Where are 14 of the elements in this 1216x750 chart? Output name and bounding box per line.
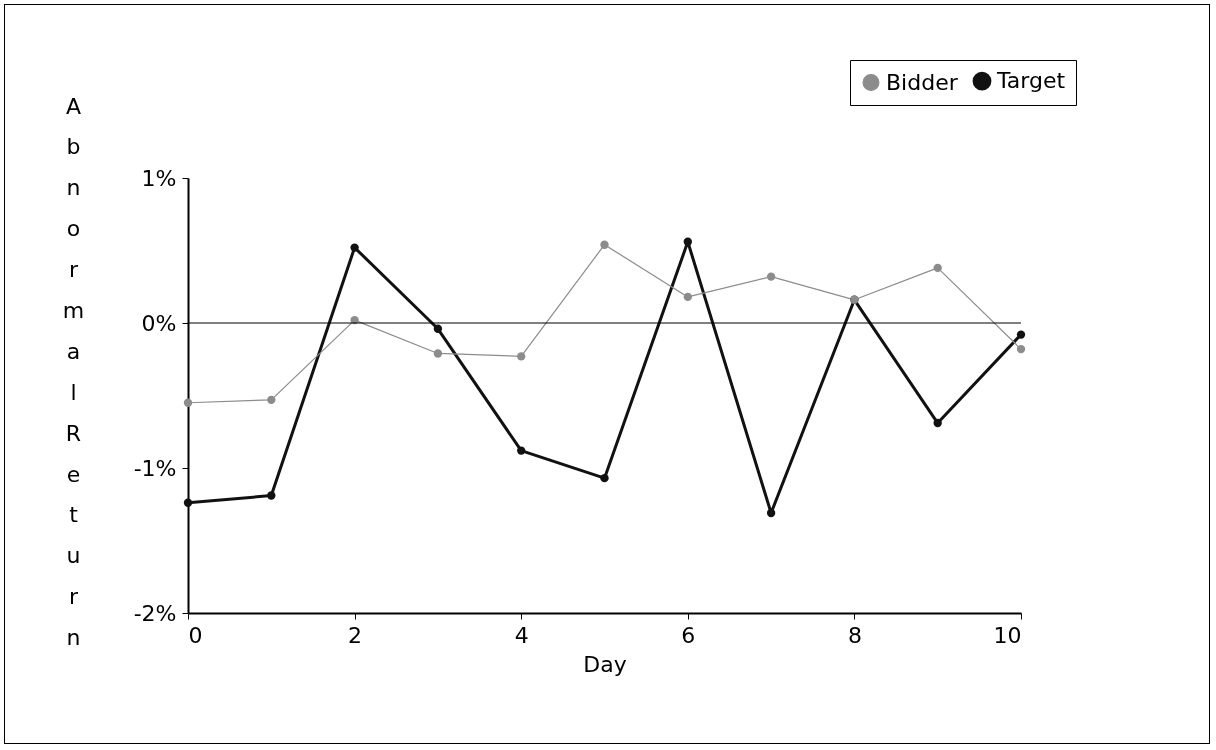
x-axis-title: Day	[583, 651, 627, 677]
legend-label: Target	[996, 68, 1066, 94]
x-tick-label: 8	[847, 622, 862, 648]
x-tick-label: 0	[188, 622, 203, 648]
legend-label: Bidder	[886, 69, 959, 95]
y-tick-label: -1%	[133, 455, 177, 481]
y-tick-label: 0%	[141, 310, 177, 336]
y-tick-label: -2%	[133, 600, 177, 626]
x-tick-label: 10	[993, 622, 1022, 648]
y-tick-label: 1%	[141, 165, 177, 191]
x-tick-label: 4	[514, 622, 529, 648]
x-tick-label: 6	[681, 622, 696, 648]
x-tick-label: 2	[348, 622, 363, 648]
text: Abnormal Return	[62, 93, 85, 651]
